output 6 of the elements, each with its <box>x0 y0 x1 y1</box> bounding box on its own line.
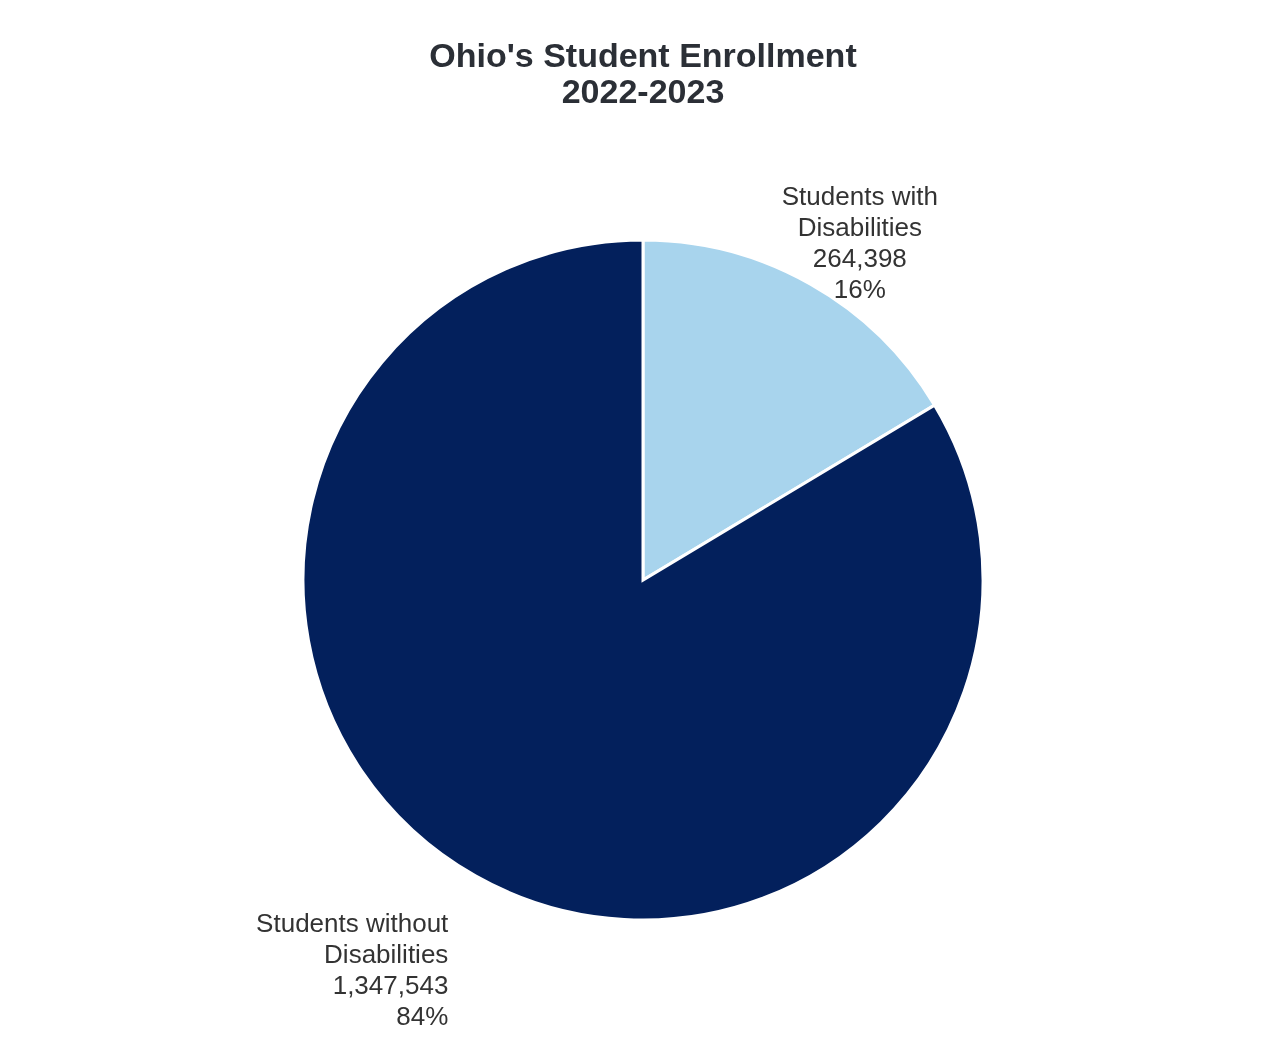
data-label: 264,398 16% <box>812 243 907 305</box>
text: Ohio's Student Enrollment <box>429 36 857 74</box>
slice-label: Students with Disabilities <box>781 181 938 243</box>
slice-label: Students without Disabilities <box>256 907 450 969</box>
data-label: 1,347,543 84% <box>332 969 449 1031</box>
text: 2022-2023 <box>561 72 725 110</box>
